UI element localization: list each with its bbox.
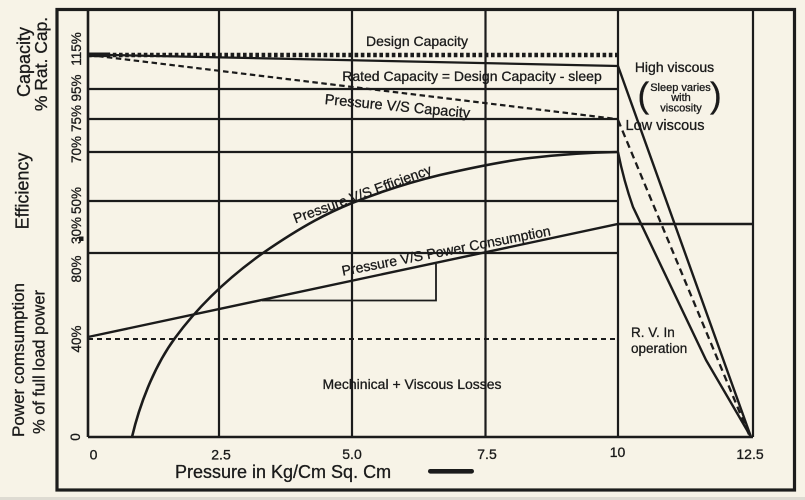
svg-text:Mechinical + Viscous Losses: Mechinical + Viscous Losses (322, 376, 501, 392)
svg-text:10: 10 (610, 444, 626, 460)
svg-text:7.5: 7.5 (477, 446, 497, 462)
svg-text:Rated Capacity = Design Capaci: Rated Capacity = Design Capacity - sleep (342, 68, 602, 84)
svg-text:0: 0 (68, 433, 83, 441)
svg-text:High viscous: High viscous (635, 59, 714, 75)
svg-text:115%: 115% (69, 32, 84, 66)
svg-text:40%: 40% (69, 325, 84, 352)
svg-text:70%: 70% (69, 136, 84, 163)
svg-text:(: ( (638, 76, 650, 115)
svg-text:Efficiency: Efficiency (13, 153, 33, 230)
svg-text:): ) (710, 76, 722, 115)
svg-text:Capacity: Capacity (14, 27, 34, 97)
svg-text:viscosity: viscosity (660, 103, 702, 115)
svg-text:operation: operation (631, 341, 687, 356)
svg-text:75%: 75% (69, 105, 84, 132)
svg-text:with: with (670, 92, 691, 104)
svg-text:% Rat. Cap.: % Rat. Cap. (31, 17, 51, 111)
svg-text:Low viscous: Low viscous (626, 118, 705, 134)
svg-text:Power comsumption: Power comsumption (9, 283, 28, 437)
svg-text:30%: 30% (69, 217, 84, 244)
svg-text:R. V. In: R. V. In (631, 325, 675, 340)
svg-text:% of full load power: % of full load power (31, 289, 49, 434)
svg-text:50%: 50% (69, 187, 84, 214)
svg-text:12.5: 12.5 (736, 446, 763, 462)
svg-text:95%: 95% (69, 74, 84, 101)
svg-text:2.5: 2.5 (211, 447, 231, 463)
svg-text:Sleep varies: Sleep varies (650, 82, 711, 94)
svg-text:Pressure in Kg/Cm Sq. Cm: Pressure in Kg/Cm Sq. Cm (175, 462, 391, 482)
svg-text:5.0: 5.0 (342, 446, 362, 462)
svg-text:80%: 80% (69, 255, 84, 282)
svg-text:0: 0 (90, 447, 98, 463)
svg-text:Design Capacity: Design Capacity (366, 33, 468, 49)
